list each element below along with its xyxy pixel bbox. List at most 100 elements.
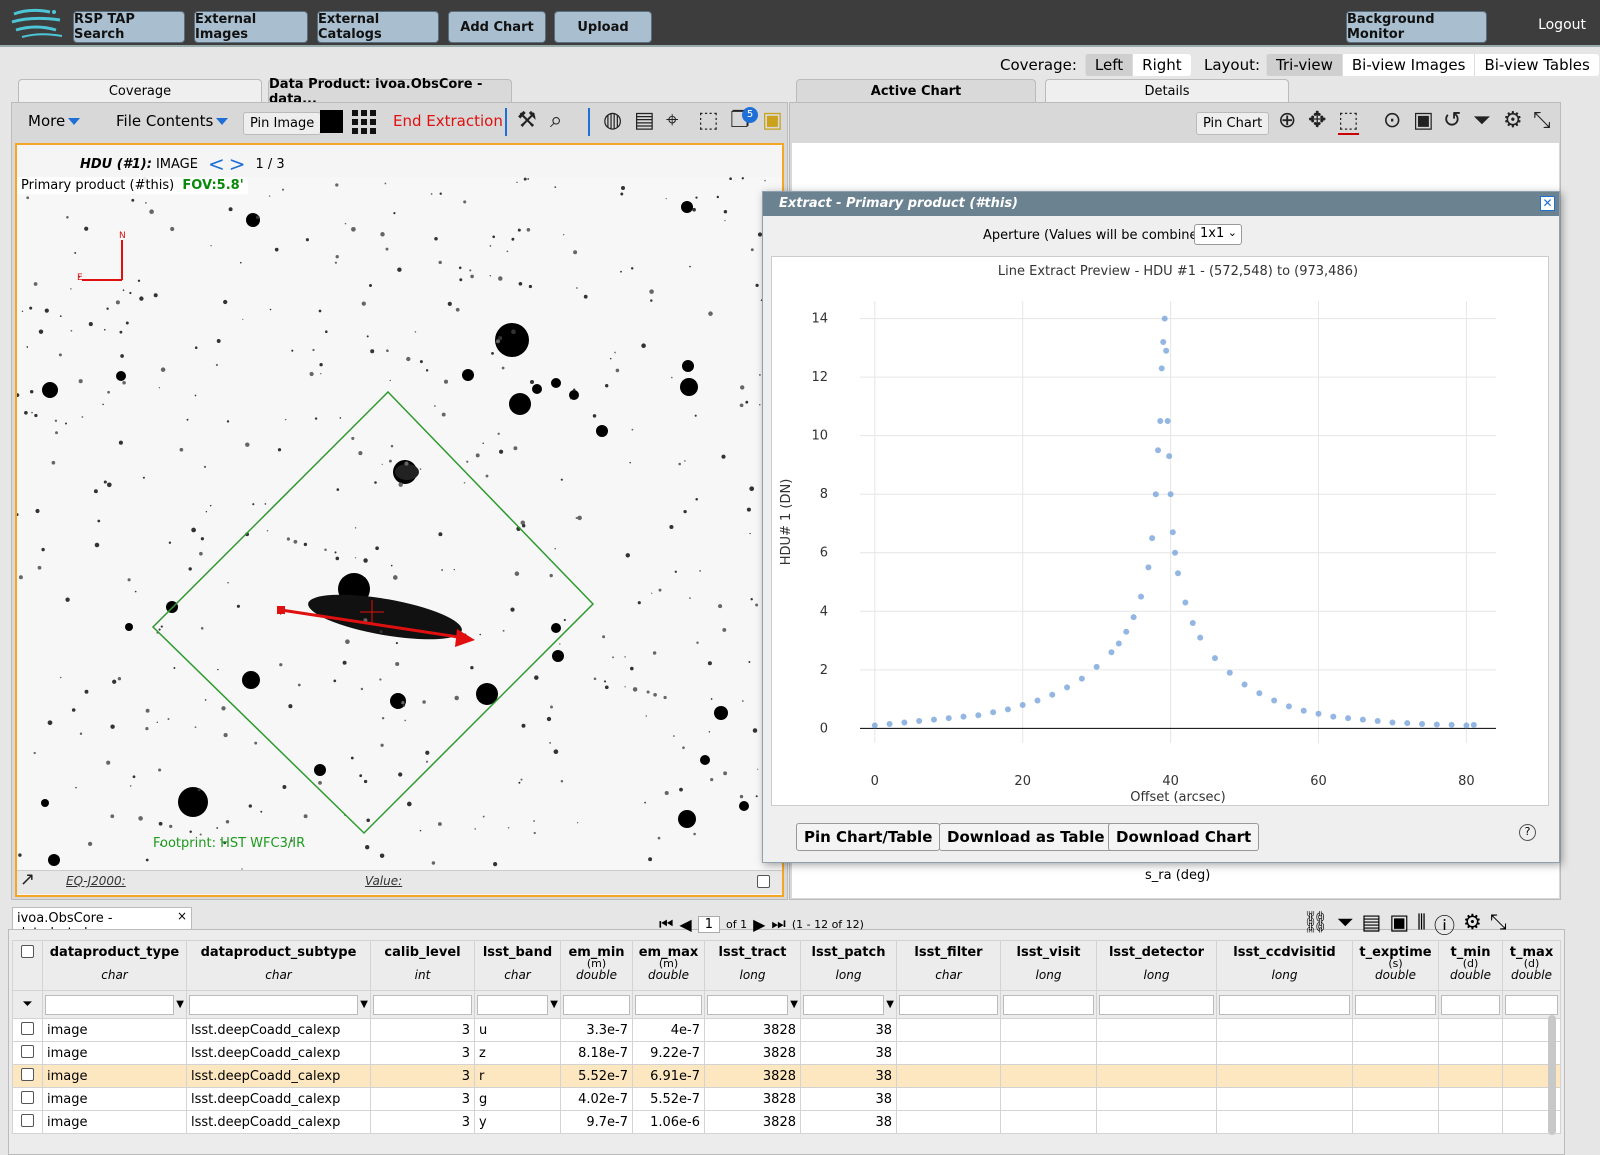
expand-icon[interactable]: ⤡ bbox=[1533, 108, 1551, 133]
row-checkbox[interactable] bbox=[21, 1067, 34, 1081]
previous-hdu-icon[interactable]: < bbox=[207, 152, 225, 176]
filter-dropdown-icon[interactable]: ▼ bbox=[176, 999, 184, 1010]
pin-chart-table-button[interactable]: Pin Chart/Table bbox=[796, 823, 941, 851]
column-header[interactable]: lsst_ccdvisitid long bbox=[1216, 940, 1353, 991]
column-header[interactable]: dataproduct_subtype char bbox=[186, 940, 371, 991]
table-row[interactable]: image lsst.deepCoadd_calexp 3 y 9.7e-7 1.06e-… bbox=[12, 1110, 1561, 1134]
column-filter-input[interactable] bbox=[1003, 994, 1094, 1015]
download-chart-button[interactable]: Download Chart bbox=[1108, 823, 1260, 851]
column-filter-input[interactable] bbox=[635, 994, 702, 1015]
lock-readout-checkbox[interactable] bbox=[757, 875, 770, 888]
column-header[interactable]: t_exptime (s) double bbox=[1352, 940, 1439, 991]
pin-image-button[interactable]: Pin Image bbox=[243, 112, 322, 135]
column-filter-input[interactable] bbox=[899, 994, 998, 1015]
column-header[interactable]: em_max (m) double bbox=[632, 940, 705, 991]
add-chart-button[interactable]: Add Chart bbox=[448, 11, 546, 43]
end-extraction-button[interactable]: End Extraction bbox=[393, 112, 503, 130]
coverage-left-option[interactable]: Left bbox=[1084, 54, 1133, 76]
column-filter-input[interactable] bbox=[1441, 994, 1500, 1015]
column-filter-input[interactable] bbox=[1355, 994, 1436, 1015]
binoculars-icon[interactable]: ⛓ bbox=[1302, 910, 1329, 934]
filter-icon[interactable]: ⏷ bbox=[1473, 108, 1491, 133]
aperture-select[interactable]: 1x1 ⌄ bbox=[1194, 224, 1242, 245]
tab-data-product[interactable]: Data Product: ivoa.ObsCore - data... bbox=[268, 77, 512, 107]
column-filter-input[interactable] bbox=[1219, 994, 1350, 1015]
rsp-tap-search-button[interactable]: RSP TAP Search bbox=[73, 11, 185, 43]
next-hdu-icon[interactable]: > bbox=[228, 152, 246, 176]
row-checkbox[interactable] bbox=[21, 1021, 34, 1035]
grid-view-icon[interactable] bbox=[352, 110, 376, 134]
row-checkbox[interactable] bbox=[21, 1090, 34, 1104]
table-scrollbar[interactable] bbox=[1548, 1015, 1556, 1135]
upload-button[interactable]: Upload bbox=[554, 11, 652, 43]
more-menu[interactable]: More bbox=[28, 112, 81, 130]
table-settings-icon[interactable]: ⚙ bbox=[1463, 910, 1482, 934]
column-filter-input[interactable] bbox=[1505, 994, 1558, 1015]
column-header[interactable]: calib_level int bbox=[370, 940, 475, 991]
single-view-icon[interactable] bbox=[320, 110, 343, 133]
more-tools-icon[interactable]: ▣ bbox=[762, 108, 783, 133]
coverage-right-option[interactable]: Right bbox=[1132, 54, 1191, 76]
tools-icon[interactable]: ⚒ bbox=[517, 108, 537, 133]
background-monitor-button[interactable]: Background Monitor bbox=[1346, 11, 1487, 43]
filter-dropdown-icon[interactable]: ▼ bbox=[360, 999, 368, 1010]
tab-details[interactable]: Details bbox=[1045, 79, 1289, 103]
table-filter-icon[interactable]: ⏷ bbox=[1336, 910, 1354, 934]
pan-icon[interactable]: ✥ bbox=[1308, 108, 1327, 133]
column-header[interactable]: lsst_band char bbox=[474, 940, 561, 991]
column-header[interactable]: lsst_filter char bbox=[896, 940, 1001, 991]
column-header[interactable]: lsst_detector long bbox=[1096, 940, 1217, 991]
table-tab[interactable]: ivoa.ObsCore - data.lsst.cl... × bbox=[12, 907, 192, 941]
extraction-line[interactable] bbox=[280, 608, 466, 640]
column-header[interactable]: lsst_visit long bbox=[1000, 940, 1097, 991]
page-input[interactable]: 1 bbox=[697, 915, 720, 933]
column-header[interactable]: t_min (d) double bbox=[1438, 940, 1503, 991]
filter-dropdown-icon[interactable]: ▼ bbox=[886, 999, 894, 1010]
column-filter-input[interactable] bbox=[45, 994, 175, 1015]
zoom-reset-icon[interactable]: ⊙ bbox=[1383, 108, 1402, 133]
column-filter-input[interactable] bbox=[477, 994, 549, 1015]
column-filter-input[interactable] bbox=[803, 994, 885, 1015]
logout-link[interactable]: Logout bbox=[1538, 17, 1586, 33]
column-filter-input[interactable] bbox=[707, 994, 789, 1015]
column-header[interactable]: em_min (m) double bbox=[560, 940, 633, 991]
expand-out-icon[interactable]: ↗ bbox=[20, 869, 36, 890]
column-header[interactable]: dataproduct_type char bbox=[42, 940, 187, 991]
layout-bi-view-tables-option[interactable]: Bi-view Tables bbox=[1474, 54, 1599, 76]
color-palette-icon[interactable]: ◍ bbox=[603, 108, 623, 133]
column-header[interactable]: t_max (d) double bbox=[1502, 940, 1561, 991]
table-row[interactable]: image lsst.deepCoadd_calexp 3 r 5.52e-7 6.91e… bbox=[12, 1064, 1561, 1088]
external-images-button[interactable]: External Images bbox=[194, 11, 308, 43]
magnifier-icon[interactable]: ⌕ bbox=[550, 108, 563, 133]
stretch-histogram-icon[interactable]: ▤ bbox=[634, 108, 655, 133]
previous-page-icon[interactable]: ◀ bbox=[679, 914, 692, 934]
download-as-table-button[interactable]: Download as Table bbox=[939, 823, 1113, 851]
table-row[interactable]: image lsst.deepCoadd_calexp 3 z 8.18e-7 9.22e… bbox=[12, 1041, 1561, 1065]
filter-dropdown-icon[interactable]: ▼ bbox=[790, 999, 798, 1010]
last-page-icon[interactable]: ⏭ bbox=[771, 914, 786, 933]
sky-image[interactable] bbox=[17, 177, 781, 870]
line-extract-chart[interactable]: 0 20 40 60 80 0 2 4 6 8 10 12 14 Line Extract Preview… bbox=[772, 257, 1550, 807]
settings-icon[interactable]: ⚙ bbox=[1503, 108, 1523, 133]
table-row[interactable]: image lsst.deepCoadd_calexp 3 u 3.3e-7 4e-7 38… bbox=[12, 1018, 1561, 1042]
column-filter-input[interactable] bbox=[189, 994, 359, 1015]
column-header[interactable]: lsst_tract long bbox=[704, 940, 801, 991]
column-filter-input[interactable] bbox=[373, 994, 472, 1015]
table-save-icon[interactable]: ▣ bbox=[1389, 910, 1410, 934]
text-view-icon[interactable]: ▤ bbox=[1361, 910, 1382, 934]
pin-chart-button[interactable]: Pin Chart bbox=[1196, 112, 1270, 135]
row-checkbox[interactable] bbox=[21, 1044, 34, 1058]
close-tab-icon[interactable]: × bbox=[176, 909, 187, 923]
app-logo-icon[interactable] bbox=[10, 6, 66, 40]
crosshair-icon[interactable]: ⌖ bbox=[666, 108, 679, 133]
select-area-icon[interactable]: ⬚ bbox=[698, 108, 719, 133]
save-icon[interactable]: ▣ bbox=[1413, 108, 1434, 133]
layout-tri-view-option[interactable]: Tri-view bbox=[1266, 54, 1342, 76]
tab-active-chart[interactable]: Active Chart bbox=[796, 79, 1036, 103]
select-all-checkbox[interactable] bbox=[21, 945, 34, 958]
tab-coverage[interactable]: Coverage bbox=[18, 79, 262, 103]
column-header[interactable]: lsst_patch long bbox=[800, 940, 897, 991]
select-box-icon[interactable]: ⬚ bbox=[1338, 108, 1359, 135]
restore-icon[interactable]: ↺ bbox=[1443, 108, 1462, 133]
footprint-polygon[interactable] bbox=[151, 390, 595, 835]
